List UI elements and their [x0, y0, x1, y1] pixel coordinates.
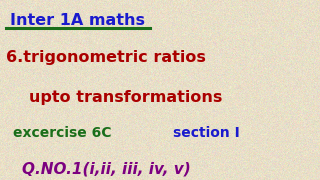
Text: upto transformations: upto transformations	[29, 90, 222, 105]
Text: section I: section I	[173, 126, 240, 140]
Text: excercise 6C: excercise 6C	[13, 126, 111, 140]
Text: Q.NO.1(i,ii, iii, iv, v): Q.NO.1(i,ii, iii, iv, v)	[22, 162, 191, 177]
Text: Inter 1A maths: Inter 1A maths	[10, 13, 145, 28]
Text: 6.trigonometric ratios: 6.trigonometric ratios	[6, 50, 206, 65]
